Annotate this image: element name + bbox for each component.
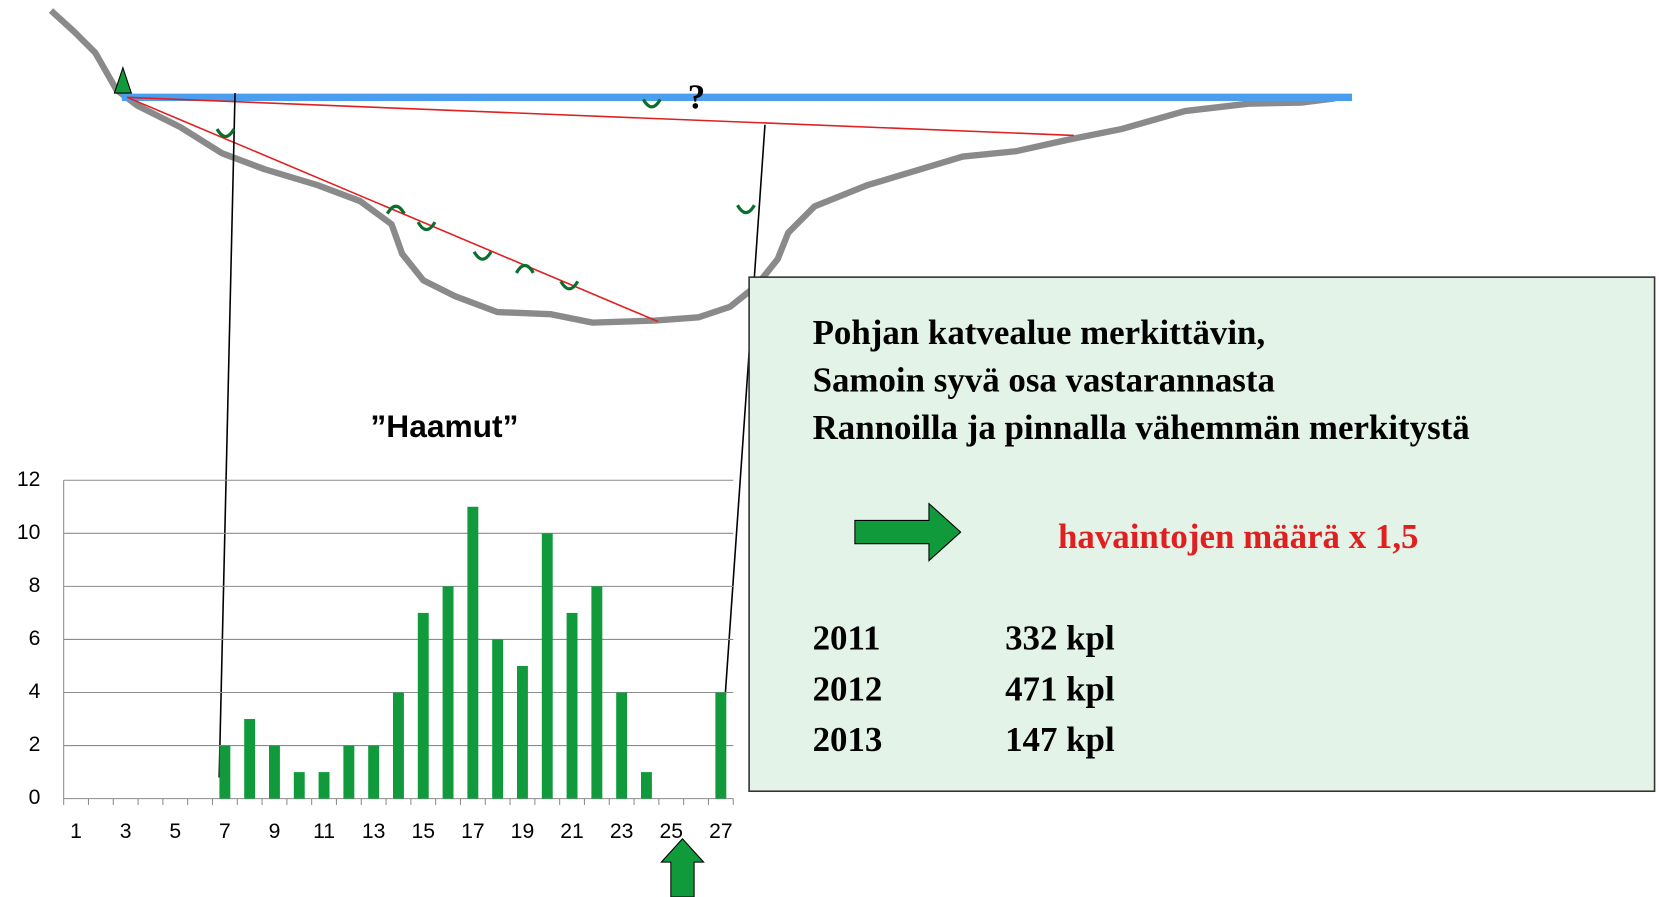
x-tick-label: 1 [70, 820, 82, 843]
count: 147 kpl [1005, 720, 1115, 759]
y-tick-label: 4 [29, 680, 41, 703]
bar [219, 745, 231, 799]
guide-line [218, 93, 236, 778]
bar [392, 692, 404, 799]
x-tick-label: 3 [120, 820, 132, 843]
chart-title: ”Haamut” [370, 408, 518, 444]
bar [566, 612, 578, 799]
highlight: havaintojen määrä x 1,5 [1058, 517, 1419, 556]
up-arrow [660, 838, 705, 897]
x-tick-label: 9 [269, 820, 281, 843]
x-tick-label: 27 [709, 820, 733, 843]
x-tick-label: 21 [560, 820, 584, 843]
box-line: Samoin syvä osa vastarannasta [813, 360, 1275, 399]
bar [244, 719, 256, 799]
y-tick-label: 6 [29, 627, 41, 650]
bar [541, 533, 553, 799]
year: 2013 [813, 720, 883, 759]
marker [113, 66, 133, 94]
count: 471 kpl [1005, 669, 1115, 708]
lake-profile [48, 8, 1336, 326]
x-tick-label: 13 [362, 820, 386, 843]
bar [368, 745, 380, 799]
x-tick-label: 15 [411, 820, 435, 843]
bar [715, 692, 727, 799]
bar [591, 586, 603, 799]
box-line: Pohjan katvealue merkittävin, [813, 313, 1266, 352]
y-tick-label: 10 [17, 521, 41, 544]
year: 2011 [813, 618, 881, 657]
bar [269, 745, 280, 799]
sight-line [127, 96, 1074, 137]
x-tick-label: 5 [169, 820, 181, 843]
x-tick-label: 25 [659, 820, 683, 843]
fish-icons [215, 98, 756, 291]
right-arrow [854, 502, 962, 562]
bar [442, 586, 454, 799]
bar [318, 772, 330, 799]
y-tick-label: 0 [29, 786, 41, 809]
x-tick-label: 11 [313, 820, 335, 843]
count: 332 kpl [1005, 618, 1115, 657]
x-tick-label: 23 [610, 820, 634, 843]
y-tick-label: 2 [29, 733, 41, 756]
x-tick-label: 17 [461, 820, 485, 843]
x-tick-label: 19 [511, 820, 535, 843]
guide-line [718, 124, 766, 778]
y-tick-label: 8 [29, 574, 41, 597]
box-line: Rannoilla ja pinnalla vähemmän merkityst… [813, 408, 1470, 447]
bar [293, 772, 305, 799]
bar [467, 506, 479, 799]
year: 2012 [813, 669, 883, 708]
bar [616, 692, 628, 799]
bar [492, 639, 504, 799]
bar [343, 745, 355, 799]
x-tick-label: 7 [219, 820, 231, 843]
question-mark: ? [688, 78, 705, 117]
bar [640, 772, 652, 799]
sight-line [126, 96, 659, 323]
bar [516, 665, 528, 799]
bar [417, 612, 429, 799]
y-tick-label: 12 [17, 468, 41, 491]
